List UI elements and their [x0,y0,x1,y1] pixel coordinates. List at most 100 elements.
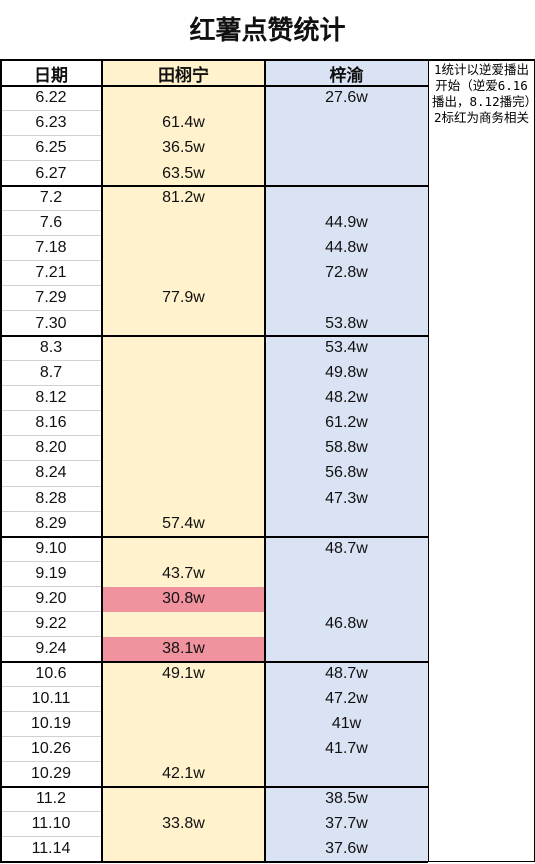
date-cell: 9.20 [0,587,102,612]
date-cell: 9.24 [35,640,67,658]
value-cell: 48.2w [325,389,368,407]
value-cell: 53.8w [325,314,368,332]
border [427,60,429,862]
date-cell: 9.19 [0,562,102,587]
value-cell: 47.3w [325,489,368,507]
note-text: 1统计以逆爱播出开始（逆爱6.16播出，8.12播完） [432,62,535,109]
title: 红薯点赞统计 [189,15,346,45]
date-cell: 8.24 [0,461,102,487]
value-cell: 46.8w [325,614,368,632]
empty-cell [102,787,265,812]
empty-cell [265,512,428,537]
column-bg [0,86,102,862]
date-cell: 10.6 [0,662,102,687]
group-border [0,785,428,788]
border [264,60,266,862]
header-cell: 田栩宁 [102,60,265,86]
group-border [0,335,428,338]
value-cell: 44.9w [325,214,368,232]
value-cell: 49.8w [325,364,368,382]
value-cell: 36.5w [162,139,205,157]
empty-cell [102,361,265,386]
value-cell: 58.8w [325,439,368,457]
date-cell: 6.23 [0,111,102,137]
date-cell: 11.14 [31,840,71,858]
empty-cell [102,612,265,637]
value-cell: 72.8w [325,264,368,282]
column-bg [102,86,265,862]
date-cell: 6.27 [35,164,67,182]
date-cell: 10.11 [0,687,102,712]
value-cell: 53.4w [325,339,368,357]
value-cell: 48.7w [325,664,368,682]
date-cell: 7.2 [0,186,102,212]
value-cell: 44.8w [325,239,368,257]
date-cell: 7.30 [35,314,67,332]
border [0,60,2,862]
date-cell: 10.26 [0,737,102,762]
value-cell: 38.1w [102,636,265,662]
date-cell: 7.29 [0,286,102,312]
empty-cell [265,562,428,587]
value-cell: 43.7w [162,564,205,582]
date-cell: 8.12 [0,386,102,412]
date-cell: 6.25 [0,136,102,162]
date-cell: 11.10 [0,812,102,837]
date-cell: 10.19 [0,712,102,737]
date-cell: 6.22 [0,86,102,112]
notes: 1统计以逆爱播出开始（逆爱6.16播出，8.12播完） 2标红为商务相关 [429,60,535,128]
empty-cell [265,762,428,787]
value-cell: 47.2w [325,689,368,707]
empty-cell [265,111,428,136]
value-cell: 30.8w [102,586,265,612]
empty-cell [265,161,428,186]
empty-cell [102,311,265,336]
empty-cell [265,186,428,211]
value-cell: 81.2w [162,189,205,207]
value-cell: 61.2w [325,414,368,432]
value-cell: 38.5w [325,789,368,807]
value-cell: 37.7w [325,814,368,832]
value-cell: 27.6w [325,89,368,107]
empty-cell [102,712,265,737]
empty-cell [102,537,265,562]
value-cell: 63.5w [162,164,205,182]
value-cell: 49.1w [162,664,205,682]
empty-cell [102,86,265,111]
border [0,59,535,61]
date-cell: 8.20 [0,436,102,462]
group-border [0,185,428,188]
empty-cell [265,587,428,612]
border [101,60,103,862]
header-cell: 日期 [0,60,102,86]
empty-cell [102,336,265,361]
border [428,861,535,862]
empty-cell [265,136,428,161]
empty-cell [102,411,265,436]
group-border [0,535,428,538]
header-cell: 梓渝 [265,60,428,86]
date-cell: 9.22 [0,612,102,637]
date-cell: 8.7 [0,361,102,387]
empty-cell [102,261,265,286]
group-border [0,660,428,663]
value-cell: 42.1w [162,765,205,783]
border [0,85,428,87]
empty-cell [102,737,265,762]
value-cell: 56.8w [325,464,368,482]
group-border [0,861,428,863]
empty-cell [265,637,428,662]
date-cell: 8.28 [0,487,102,512]
empty-cell [102,687,265,712]
date-cell: 8.29 [35,515,67,533]
date-cell: 11.2 [0,787,102,812]
date-cell: 7.6 [0,211,102,237]
border [533,60,535,862]
date-cell: 8.16 [0,411,102,437]
date-cell: 9.10 [0,537,102,562]
date-cell: 7.18 [0,236,102,262]
empty-cell [102,436,265,461]
empty-cell [102,211,265,236]
date-cell: 8.3 [0,336,102,362]
